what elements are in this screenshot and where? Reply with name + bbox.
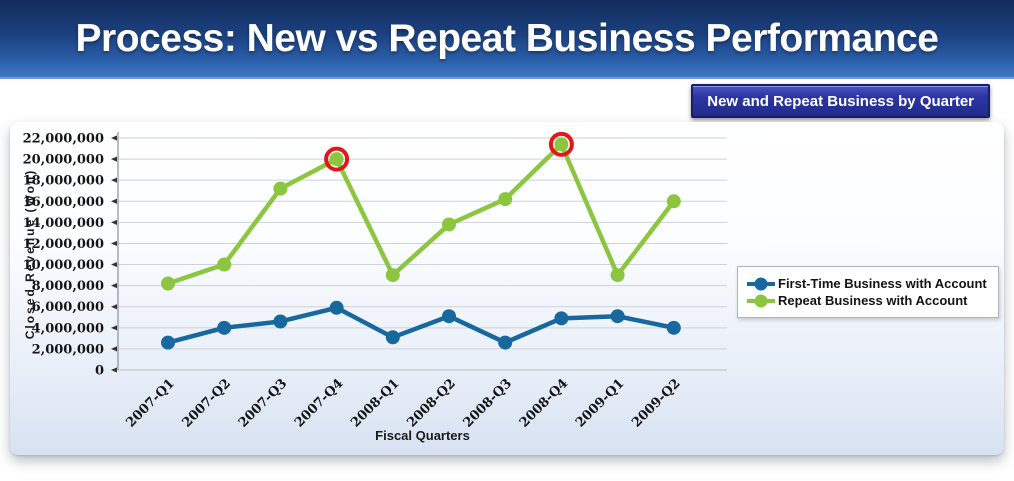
x-tick-label: 2008-Q4	[517, 376, 571, 430]
y-tick-label: 18,000,000	[23, 174, 104, 189]
series-line	[165, 305, 677, 345]
y-tick-label: 14,000,000	[23, 216, 104, 231]
data-point	[217, 257, 232, 272]
y-tick	[111, 325, 117, 331]
y-tick-label: 10,000,000	[23, 258, 104, 273]
y-axis-title: Closed Revenue (Won)	[23, 169, 37, 339]
data-point	[666, 320, 681, 335]
title-banner: Process: New vs Repeat Business Performa…	[0, 0, 1014, 79]
x-axis-title: Fiscal Quarters	[375, 428, 470, 443]
data-point	[442, 217, 456, 232]
y-tick	[111, 283, 117, 289]
chart-subtitle-label: New and Repeat Business by Quarter	[707, 92, 974, 110]
data-point	[273, 314, 288, 329]
page-title: Process: New vs Repeat Business Performa…	[75, 16, 939, 60]
y-tick-label: 6,000,000	[32, 300, 104, 315]
legend-item-repeat: Repeat Business with Account	[746, 293, 998, 308]
highlight-ring-icon	[548, 131, 574, 157]
y-tick-label: 2,000,000	[32, 342, 104, 357]
legend-label-first-time: First-Time Business with Account	[778, 276, 987, 291]
y-tick-label: 4,000,000	[32, 321, 104, 336]
y-tick	[111, 156, 117, 162]
x-tick-label: 2008-Q1	[348, 376, 402, 430]
data-point	[498, 192, 513, 207]
highlight-ring-icon	[324, 146, 350, 172]
legend-item-first-time: First-Time Business with Account	[746, 276, 998, 291]
legend: First-Time Business with Account Repeat …	[737, 266, 999, 318]
y-tick-label: 8,000,000	[32, 279, 104, 294]
legend-label-repeat: Repeat Business with Account	[778, 293, 968, 308]
y-tick	[111, 346, 117, 352]
y-tick-label: 20,000,000	[23, 153, 104, 168]
x-tick-label: 2009-Q1	[573, 376, 627, 430]
x-tick-label: 2007-Q3	[236, 376, 290, 430]
y-tick	[111, 177, 117, 183]
data-point	[161, 276, 175, 291]
repeat-series-marker-icon	[747, 294, 775, 307]
x-tick-label: 2008-Q2	[404, 376, 458, 430]
x-tick-label: 2008-Q3	[461, 376, 515, 430]
series-line	[165, 142, 677, 286]
x-tick-label: 2007-Q4	[292, 376, 346, 430]
data-point	[610, 309, 625, 324]
data-point	[498, 335, 513, 350]
data-point	[554, 311, 569, 326]
y-tick	[111, 135, 117, 141]
y-tick-label: 12,000,000	[23, 237, 104, 252]
y-tick-label: 16,000,000	[23, 195, 104, 210]
y-tick	[111, 240, 117, 247]
data-point	[329, 300, 344, 315]
first-time-series-marker-icon	[747, 277, 775, 290]
y-tick	[111, 261, 117, 268]
x-tick-label: 2007-Q1	[123, 376, 177, 430]
y-tick	[111, 198, 117, 204]
data-point	[329, 152, 344, 167]
data-point	[385, 268, 400, 283]
data-point	[385, 330, 400, 345]
x-tick-label: 2009-Q2	[629, 376, 683, 430]
data-point	[217, 320, 232, 335]
x-tick-label: 2007-Q2	[180, 376, 234, 430]
y-tick-label: 22,000,000	[23, 132, 104, 147]
y-tick	[111, 304, 117, 310]
data-point	[554, 137, 569, 152]
data-point	[273, 181, 288, 196]
line-chart: 0 2,000,000 4,000,000 6,000,000 8,000,000 10,…	[23, 131, 727, 443]
y-tick-label: 0	[95, 364, 104, 379]
data-point	[610, 268, 625, 283]
data-point	[666, 194, 681, 209]
data-point	[161, 335, 175, 350]
chart-subtitle-badge: New and Repeat Business by Quarter	[691, 84, 990, 118]
y-tick	[111, 219, 117, 225]
data-point	[442, 309, 456, 324]
y-tick	[111, 367, 117, 373]
